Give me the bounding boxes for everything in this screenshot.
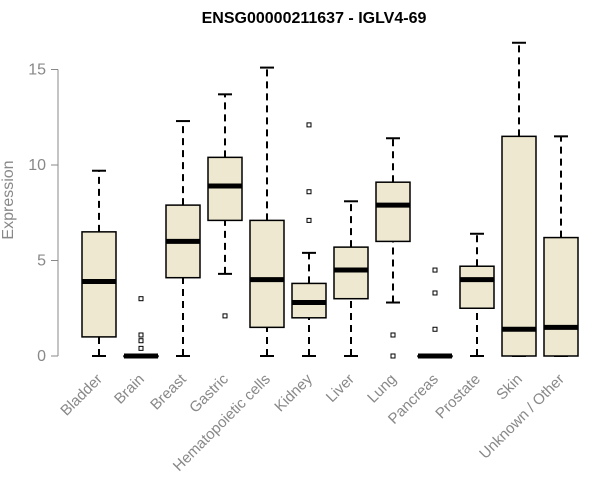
iqr-box	[249, 219, 285, 329]
box-hematopoietic-cells	[249, 66, 285, 357]
iqr-box	[543, 236, 579, 357]
outlier-point	[306, 189, 312, 195]
x-tick-label: Skin	[493, 371, 526, 404]
iqr-box	[375, 181, 411, 243]
x-tick-label: Liver	[323, 371, 358, 406]
iqr-box	[81, 231, 117, 338]
x-tick-label: Bladder	[57, 371, 106, 420]
x-tick-label: Lung	[364, 371, 400, 407]
outlier-point	[432, 267, 438, 273]
y-tick-label: 0	[37, 348, 46, 365]
outlier-point	[138, 296, 144, 302]
x-tick-label: Kidney	[271, 370, 316, 415]
x-tick-label: Prostate	[432, 371, 484, 423]
x-tick-label: Brain	[111, 371, 148, 408]
box-kidney	[291, 122, 327, 357]
chart-title: ENSG00000211637 - IGLV4-69	[202, 10, 427, 27]
outlier-point	[390, 353, 396, 359]
outlier-point	[390, 332, 396, 338]
outlier-point	[138, 345, 144, 351]
outlier-point	[222, 313, 228, 319]
y-tick-label: 5	[37, 253, 46, 270]
box-gastric	[207, 93, 243, 319]
iqr-box	[501, 135, 537, 357]
boxes-group	[81, 41, 579, 359]
iqr-box	[207, 156, 243, 222]
iqr-box	[459, 265, 495, 310]
box-liver	[333, 200, 369, 357]
box-breast	[165, 120, 201, 357]
box-lung	[375, 137, 411, 359]
y-axis: 0 5 10 15	[28, 62, 59, 365]
box-bladder	[81, 169, 117, 357]
y-axis-label: Expression	[0, 160, 17, 239]
outlier-point	[138, 332, 144, 338]
box-brain	[123, 296, 159, 359]
y-tick-label: 15	[28, 62, 46, 79]
outlier-point	[306, 217, 312, 223]
box-unknown-other	[543, 135, 579, 357]
x-tick-label: Breast	[147, 370, 190, 413]
outlier-point	[432, 326, 438, 332]
outlier-point	[432, 290, 438, 296]
outlier-point	[138, 338, 144, 344]
iqr-box	[333, 246, 369, 300]
box-skin	[501, 41, 537, 357]
y-tick-label: 10	[28, 157, 46, 174]
outlier-point	[306, 122, 312, 128]
box-pancreas	[417, 267, 453, 359]
box-prostate	[459, 232, 495, 357]
